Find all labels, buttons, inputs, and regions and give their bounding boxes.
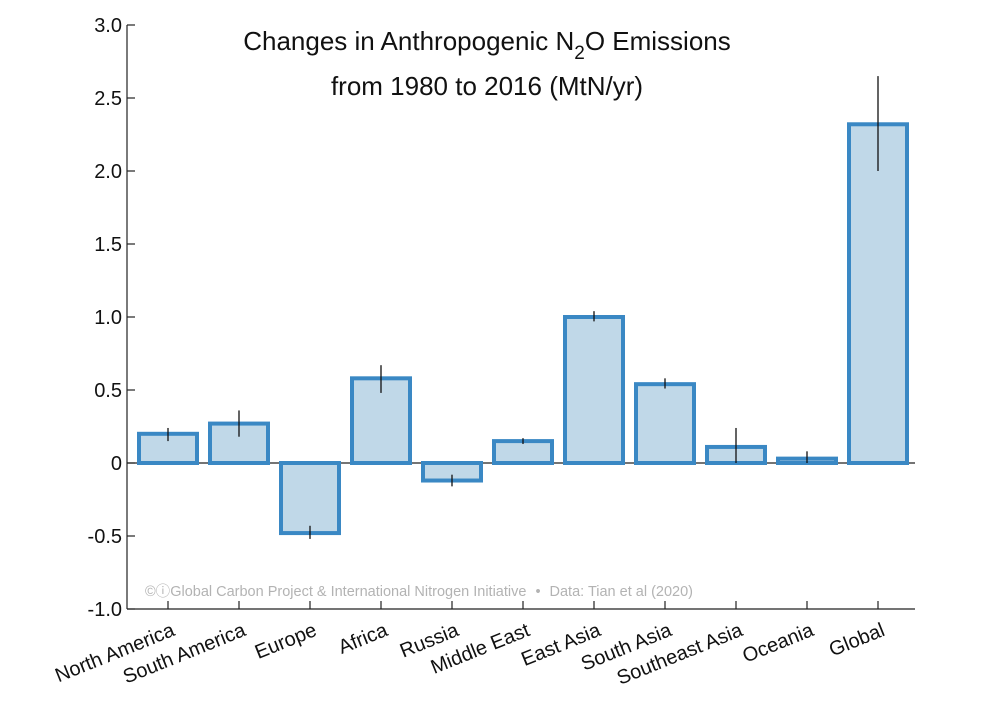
credit-org: Global Carbon Project & International Ni… bbox=[170, 584, 526, 600]
license-icons: ©ⓘ bbox=[145, 583, 170, 600]
y-tick-label: 0.5 bbox=[94, 380, 122, 402]
bar bbox=[563, 315, 625, 465]
y-tick-label: 2.0 bbox=[94, 161, 122, 183]
credit-source: Data: Tian et al (2020) bbox=[550, 584, 693, 600]
chart-title-line1: Changes in Anthropogenic N2O Emissions bbox=[243, 26, 731, 64]
credit-separator: • bbox=[535, 584, 540, 600]
category-label: Africa bbox=[335, 619, 391, 659]
axes: -1.0 -0.5 0 0.5 1.0 1.5 2.0 2.5 3.0 bbox=[88, 15, 915, 621]
category-label: Global bbox=[826, 619, 888, 661]
bars bbox=[137, 122, 909, 536]
y-tick-label: -0.5 bbox=[88, 526, 122, 548]
y-tick-label: 2.5 bbox=[94, 88, 122, 110]
y-tick-label: 0 bbox=[111, 453, 122, 475]
bar bbox=[279, 461, 341, 536]
y-tick-label: 3.0 bbox=[94, 15, 122, 37]
error-bars bbox=[167, 76, 879, 539]
bar bbox=[847, 122, 909, 465]
y-tick-label: -1.0 bbox=[88, 599, 122, 621]
bar bbox=[492, 439, 554, 466]
chart-title-line2: from 1980 to 2016 (MtN/yr) bbox=[331, 71, 643, 101]
category-label: Oceania bbox=[740, 619, 818, 668]
y-tick-label: 1.5 bbox=[94, 234, 122, 256]
bar bbox=[634, 382, 696, 465]
category-label: Europe bbox=[252, 619, 320, 664]
y-tick-label: 1.0 bbox=[94, 307, 122, 329]
credit-line: ©ⓘGlobal Carbon Project & International … bbox=[145, 583, 693, 600]
